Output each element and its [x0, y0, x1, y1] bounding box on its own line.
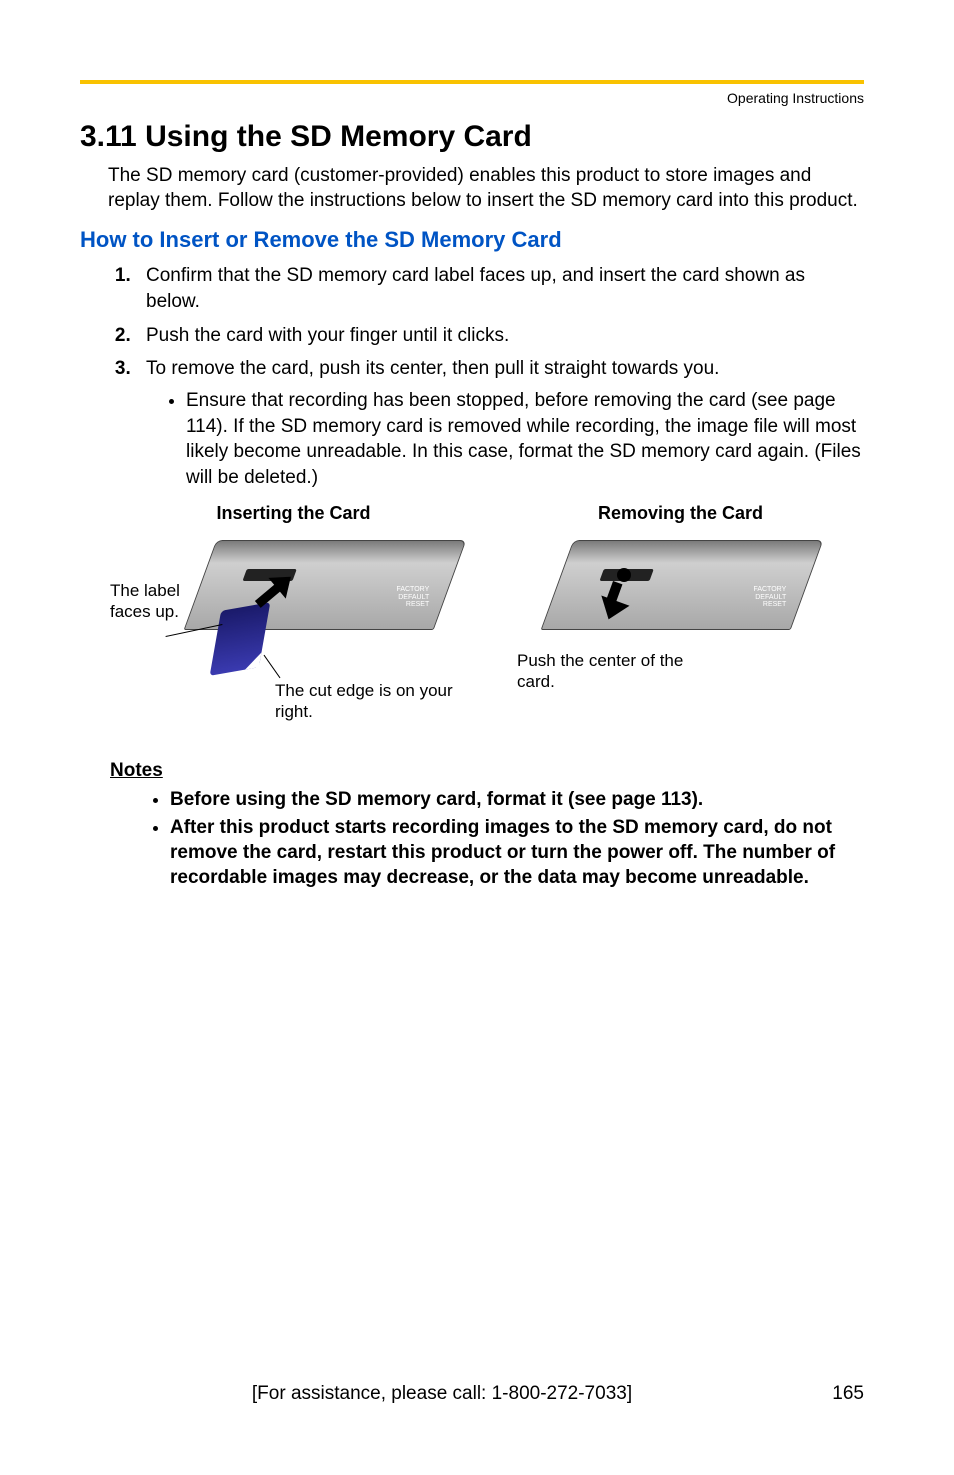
steps-list: Confirm that the SD memory card label fa…	[108, 263, 864, 490]
device-label-text: FACTORY DEFAULT RESET	[397, 586, 430, 609]
device-illustration: FACTORY DEFAULT RESET	[541, 540, 824, 630]
subsection-title: How to Insert or Remove the SD Memory Ca…	[80, 227, 864, 253]
leader-line	[264, 654, 281, 678]
step-3: To remove the card, push its center, the…	[136, 356, 864, 490]
sd-card-cut-corner	[245, 652, 261, 669]
note-item-1: Before using the SD memory card, format …	[170, 788, 864, 813]
page: Operating Instructions 3.11 Using the SD…	[0, 0, 954, 1475]
figure-insert: Inserting the Card FACTORY DEFAULT RESET…	[110, 503, 477, 730]
remove-arrow-icon	[587, 576, 637, 616]
running-header: Operating Instructions	[80, 90, 864, 106]
notes-list: Before using the SD memory card, format …	[150, 788, 864, 891]
step-3-sub-item: Ensure that recording has been stopped, …	[186, 388, 864, 491]
section-title-text: Using the SD Memory Card	[145, 120, 532, 153]
callout-label-up: The label faces up.	[110, 580, 210, 623]
section-number: 3.11	[80, 120, 137, 153]
accent-bar	[80, 80, 864, 84]
figures-row: Inserting the Card FACTORY DEFAULT RESET…	[110, 503, 864, 730]
page-footer: [For assistance, please call: 1-800-272-…	[80, 1383, 864, 1405]
section-title: 3.11 Using the SD Memory Card	[80, 120, 864, 154]
figure-remove: Removing the Card FACTORY DEFAULT RESET …	[497, 503, 864, 730]
figure-insert-title: Inserting the Card	[110, 503, 477, 524]
note-item-2: After this product starts recording imag…	[170, 816, 864, 890]
callout-cut-edge: The cut edge is on your right.	[275, 680, 455, 723]
footer-page-number: 165	[804, 1383, 864, 1405]
notes-heading: Notes	[110, 760, 864, 782]
step-3-sublist: Ensure that recording has been stopped, …	[166, 388, 864, 491]
step-1: Confirm that the SD memory card label fa…	[136, 263, 864, 314]
figure-remove-canvas: FACTORY DEFAULT RESET Push the center of…	[497, 530, 864, 730]
footer-assist: [For assistance, please call: 1-800-272-…	[80, 1383, 804, 1405]
figure-remove-title: Removing the Card	[497, 503, 864, 524]
step-3-text: To remove the card, push its center, the…	[146, 358, 719, 379]
intro-paragraph: The SD memory card (customer-provided) e…	[108, 164, 864, 213]
step-2: Push the card with your finger until it …	[136, 323, 864, 349]
device-label-text: FACTORY DEFAULT RESET	[754, 586, 787, 609]
figure-insert-canvas: FACTORY DEFAULT RESET The label faces up…	[110, 530, 477, 730]
push-dot-icon	[617, 568, 631, 582]
callout-push-center: Push the center of the card.	[517, 650, 697, 693]
